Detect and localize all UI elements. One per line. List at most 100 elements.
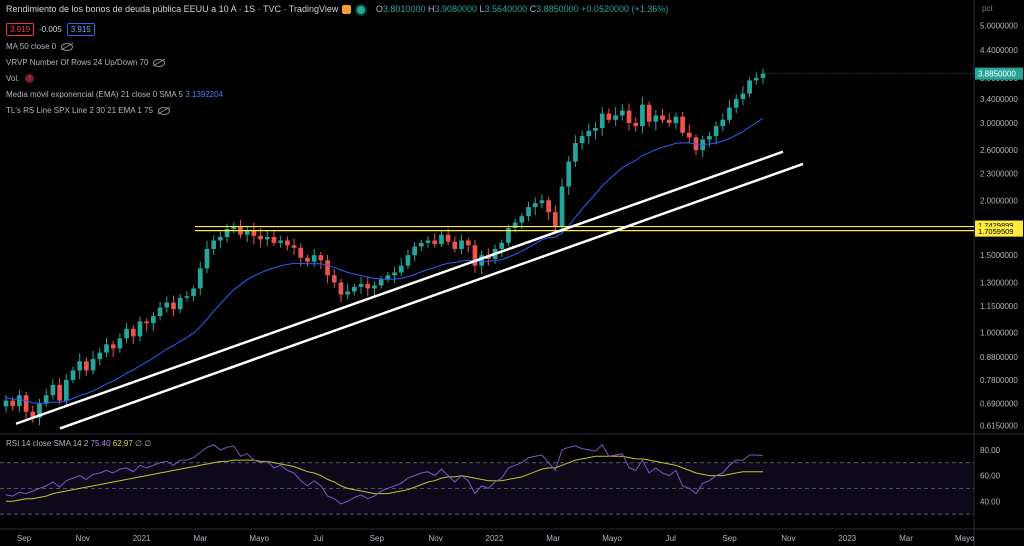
candle bbox=[43, 395, 49, 404]
trade-buttons: 3.919 -0.005 3.915 bbox=[6, 23, 95, 36]
candle bbox=[17, 395, 22, 407]
candle bbox=[760, 73, 766, 78]
candle bbox=[104, 344, 109, 353]
market-status-icon bbox=[357, 5, 366, 14]
high-value: 3.9080000 bbox=[434, 4, 478, 14]
indicator-ema[interactable]: Media móvil exponencial (EMA) 21 close 0… bbox=[6, 90, 223, 99]
buy-button[interactable]: 3.915 bbox=[66, 23, 95, 36]
sell-button[interactable]: 3.919 bbox=[6, 23, 35, 36]
candle bbox=[352, 286, 357, 292]
candle bbox=[251, 230, 257, 236]
open-key: O bbox=[375, 4, 383, 14]
candle bbox=[673, 116, 679, 123]
rsi-tick-label: 80.00 bbox=[980, 446, 1001, 455]
time-tick-label: 2023 bbox=[838, 534, 856, 543]
price-tick-label: 2.6000000 bbox=[980, 146, 1018, 155]
candle bbox=[579, 136, 585, 144]
close-value: 3.8850000 bbox=[536, 4, 579, 14]
price-tick-label: 5.0000000 bbox=[980, 21, 1018, 30]
candle bbox=[244, 230, 250, 235]
symbol-title[interactable]: Rendimiento de los bonos de deuda públic… bbox=[6, 4, 339, 14]
candle bbox=[3, 400, 9, 407]
warning-icon[interactable]: ! bbox=[25, 74, 35, 84]
candle bbox=[63, 379, 69, 401]
candle bbox=[130, 328, 136, 337]
candle bbox=[733, 99, 739, 108]
candle bbox=[10, 400, 16, 407]
change-value: +0.0520000 (+1.36%) bbox=[581, 4, 669, 14]
price-tick-label: 1.1500000 bbox=[980, 302, 1018, 311]
candle bbox=[613, 115, 618, 120]
candle bbox=[512, 222, 518, 228]
candle bbox=[378, 279, 384, 286]
indicator-vrvp[interactable]: VRVP Number Of Rows 24 Up/Down 70 bbox=[6, 58, 166, 67]
candle bbox=[392, 272, 397, 276]
candle bbox=[753, 77, 759, 81]
eye-hidden-icon[interactable] bbox=[61, 42, 74, 51]
candle bbox=[177, 297, 183, 310]
candle bbox=[439, 234, 444, 245]
candle bbox=[144, 321, 150, 324]
candle bbox=[285, 240, 290, 246]
candle bbox=[211, 240, 217, 249]
level-label: 1.7059509 bbox=[978, 227, 1013, 236]
candle bbox=[700, 139, 706, 151]
time-tick-label: Nov bbox=[428, 534, 442, 543]
candle bbox=[50, 384, 56, 396]
price-tick-label: 1.3000000 bbox=[980, 278, 1018, 287]
price-tick-label: 1.5000000 bbox=[980, 251, 1018, 260]
candle bbox=[157, 307, 163, 317]
low-value: 3.5640000 bbox=[484, 4, 528, 14]
candle bbox=[747, 80, 752, 94]
candle bbox=[231, 226, 237, 230]
candle bbox=[197, 268, 203, 289]
candle bbox=[23, 395, 29, 412]
candle bbox=[653, 115, 659, 122]
candle bbox=[720, 119, 726, 127]
candle bbox=[606, 113, 612, 120]
candle bbox=[117, 338, 123, 349]
flag-icon[interactable] bbox=[342, 5, 352, 15]
candle bbox=[546, 200, 551, 213]
candle bbox=[519, 216, 525, 223]
indicator-ma50[interactable]: MA 50 close 0 bbox=[6, 42, 74, 51]
candle bbox=[358, 283, 364, 287]
indicator-rs-line[interactable]: TL's RS Line SPX Line 2 30 21 EMA 1 75 bbox=[6, 106, 170, 115]
indicator-volume[interactable]: Vol.! bbox=[6, 74, 35, 84]
time-tick-label: Nov bbox=[76, 534, 90, 543]
indicator-label: Media móvil exponencial (EMA) 21 close 0… bbox=[6, 90, 183, 99]
rsi-tick-label: 40.00 bbox=[980, 497, 1001, 506]
candle bbox=[412, 246, 417, 256]
indicator-label: Vol. bbox=[6, 74, 20, 83]
candle bbox=[646, 104, 652, 122]
ohlc-values: O3.8010000 H3.9080000 L3.5640000 C3.8850… bbox=[376, 4, 668, 14]
candle bbox=[566, 161, 572, 187]
eye-hidden-icon[interactable] bbox=[153, 58, 166, 67]
candle bbox=[660, 115, 665, 120]
candle bbox=[171, 302, 176, 310]
candle bbox=[405, 255, 411, 266]
trendline-upper bbox=[15, 150, 784, 425]
eye-hidden-icon[interactable] bbox=[157, 106, 170, 115]
time-tick-label: Sep bbox=[17, 534, 32, 543]
trendline-lower bbox=[59, 162, 804, 430]
candle bbox=[633, 122, 639, 127]
candle bbox=[305, 257, 310, 262]
price-tick-label: 3.4000000 bbox=[980, 95, 1018, 104]
spread-value: -0.005 bbox=[39, 25, 62, 34]
candle bbox=[30, 411, 36, 418]
candle bbox=[204, 248, 210, 269]
candle bbox=[459, 240, 464, 249]
rsi-tick-label: 60.00 bbox=[980, 472, 1001, 481]
candle bbox=[559, 186, 565, 227]
candle bbox=[124, 328, 129, 339]
candle bbox=[532, 203, 538, 208]
candle bbox=[372, 285, 377, 289]
candle bbox=[70, 370, 76, 380]
time-tick-label: Mar bbox=[899, 534, 913, 543]
price-tick-label: 0.6900000 bbox=[980, 399, 1018, 408]
rsi-legend[interactable]: RSI 14 close SMA 14 2 75.40 62.97 ∅ ∅ bbox=[6, 439, 151, 448]
price-tick-label: 2.3000000 bbox=[980, 170, 1018, 179]
indicator-label: MA 50 close 0 bbox=[6, 42, 57, 51]
